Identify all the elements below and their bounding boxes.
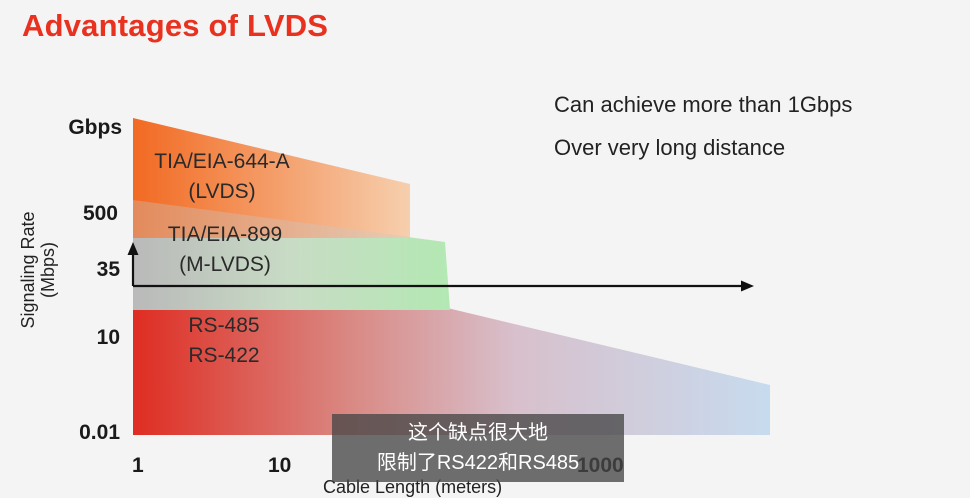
lvds-region-label: TIA/EIA-644-A (LVDS) <box>132 147 312 207</box>
rs-region-label: RS-485 RS-422 <box>134 311 314 371</box>
lvds-mlvds-overlap <box>133 200 410 238</box>
mlvds-label-line1: TIA/EIA-899 <box>167 223 283 246</box>
x-tick-10: 10 <box>268 454 292 477</box>
mlvds-region-label: TIA/EIA-899 (M-LVDS) <box>135 220 315 280</box>
lvds-label-line1: TIA/EIA-644-A <box>154 150 290 173</box>
subtitle-line2: 限制了RS422和RS485 <box>376 452 580 474</box>
mlvds-label-line2: (M-LVDS) <box>179 253 271 276</box>
subtitle-line1: 这个缺点很大地 <box>408 422 548 444</box>
y-axis-label-line2: (Mbps) <box>38 242 58 299</box>
bullet-gbps: Can achieve more than 1Gbps <box>554 92 853 117</box>
rs-label-line1: RS-485 <box>188 314 260 337</box>
y-tick-35: 35 <box>96 258 120 281</box>
bullet-distance: Over very long distance <box>554 135 786 160</box>
y-axis-label-line1: Signaling Rate <box>18 211 38 329</box>
y-tick-500: 500 <box>82 202 118 225</box>
rs-label-line2: RS-422 <box>188 344 260 367</box>
lvds-region <box>133 118 410 238</box>
rs485-region <box>133 280 770 435</box>
slide-title: Advantages of LVDS <box>22 8 329 43</box>
y-axis-label: Signaling Rate (Mbps) <box>18 211 58 328</box>
x-axis-label: Cable Length (meters) <box>323 477 503 497</box>
lvds-label-line2: (LVDS) <box>188 180 256 203</box>
horizontal-arrow-head <box>741 280 754 292</box>
x-tick-1: 1 <box>132 454 144 477</box>
y-tick-gbps: Gbps <box>68 116 122 139</box>
video-subtitle: 这个缺点很大地 限制了RS422和RS485 <box>332 414 624 482</box>
vertical-arrow-head <box>127 242 139 255</box>
y-tick-0-01: 0.01 <box>79 421 120 444</box>
y-tick-10: 10 <box>96 326 120 349</box>
